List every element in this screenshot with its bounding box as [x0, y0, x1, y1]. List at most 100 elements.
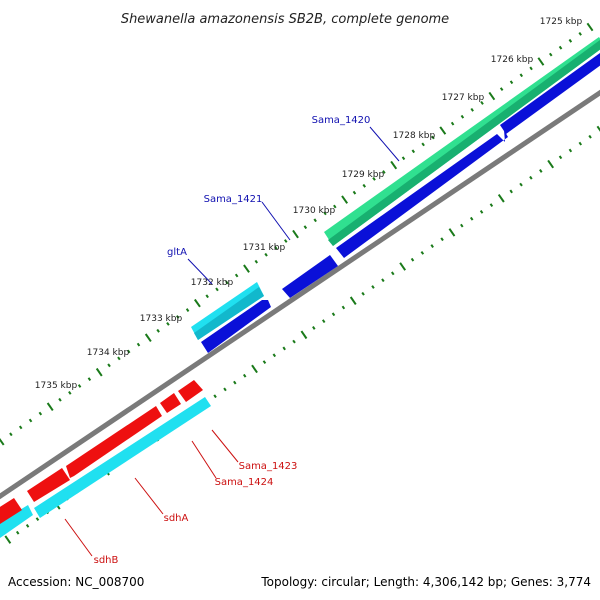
gene-label-sama-1420[interactable]: Sama_1420 [312, 115, 371, 126]
gene-feature-gltA-blue[interactable] [201, 300, 271, 353]
minor-tick [460, 114, 465, 119]
minor-tick [430, 244, 434, 248]
major-tick [497, 194, 505, 203]
minor-tick [254, 259, 259, 264]
major-tick [596, 125, 600, 132]
minor-tick [87, 377, 92, 381]
minor-tick [440, 237, 444, 242]
minor-tick [38, 411, 43, 416]
minor-tick [185, 308, 190, 312]
gene-feature-sdhB[interactable] [27, 468, 70, 502]
minor-tick [117, 356, 121, 361]
minor-tick [371, 285, 375, 289]
minor-tick [401, 156, 406, 161]
minor-tick [489, 203, 494, 207]
gene-label-sama-1421[interactable]: Sama_1421 [204, 194, 263, 205]
gene-label-sama-1424[interactable]: Sama_1424 [215, 477, 274, 488]
minor-tick [107, 363, 111, 368]
minor-tick [372, 177, 376, 181]
gene-feature-gltA-shadow [194, 287, 264, 340]
minor-tick [213, 394, 217, 399]
major-tick [586, 22, 594, 32]
minor-tick [381, 278, 385, 283]
major-tick [4, 535, 12, 544]
minor-tick [480, 101, 484, 105]
minor-tick [362, 183, 367, 188]
minor-tick [323, 211, 327, 216]
scale-label: 1733 kbp [140, 314, 183, 324]
minor-tick [136, 342, 141, 347]
minor-tick [283, 239, 288, 243]
gene-feature-sdhA-red[interactable] [66, 406, 162, 478]
major-tick [547, 159, 555, 169]
minor-tick [470, 107, 474, 112]
accession-text: Accession: NC_008700 [8, 575, 144, 589]
gene-label-sdhA[interactable]: sdhA [164, 513, 189, 524]
minor-tick [469, 216, 474, 221]
minor-tick [215, 287, 219, 292]
gene-feature-sdhA[interactable] [34, 397, 211, 518]
gene-label-gltA[interactable]: gltA [167, 247, 187, 258]
major-tick [95, 367, 103, 377]
minor-tick [450, 121, 455, 126]
minor-tick [234, 273, 239, 278]
minor-tick [225, 280, 229, 285]
leader-line [134, 477, 164, 515]
major-tick [144, 333, 152, 342]
minor-tick [410, 257, 415, 262]
minor-tick [262, 360, 267, 364]
major-tick [439, 126, 447, 135]
minor-tick [264, 252, 268, 257]
leader-line [369, 126, 400, 162]
minor-tick [156, 328, 160, 333]
minor-tick [529, 175, 533, 180]
minor-tick [58, 397, 62, 402]
outer-scale-ticks [0, 22, 594, 446]
leader-line [261, 201, 291, 241]
major-tick [341, 195, 349, 204]
minor-tick [77, 384, 82, 388]
gene-feature-left-red[interactable] [0, 498, 22, 524]
major-tick [243, 264, 250, 273]
minor-tick [175, 315, 180, 319]
gene-feature-sama-1424[interactable] [160, 393, 181, 413]
major-tick [292, 229, 299, 239]
gene-label-sdhB[interactable]: sdhB [94, 555, 119, 566]
gene-feature-blue-mid[interactable] [282, 255, 338, 298]
major-tick [448, 228, 456, 237]
minor-tick [272, 353, 277, 358]
leader-line [191, 440, 217, 479]
gene-feature-sama-1423[interactable] [178, 380, 203, 402]
minor-tick [382, 170, 386, 174]
gene-feature-sdhB-cyan[interactable] [0, 505, 33, 538]
minor-tick [321, 319, 326, 324]
gene-label-sama-1423[interactable]: Sama_1423 [239, 461, 298, 472]
map-title: Shewanella amazonensis SB2B, complete ge… [121, 12, 449, 27]
gene-feature-sama-1420-blue[interactable] [500, 53, 600, 134]
gene-feature-sama-1420-shadow [328, 40, 600, 246]
minor-tick [420, 251, 425, 255]
minor-tick [9, 432, 13, 437]
minor-tick [28, 418, 33, 423]
scale-label: 1727 kbp [442, 93, 485, 103]
minor-tick [361, 291, 365, 296]
minor-tick [568, 38, 573, 43]
gene-feature-sama-1421[interactable] [336, 130, 508, 258]
minor-tick [352, 190, 357, 195]
scale-label: 1731 kbp [243, 243, 286, 253]
major-tick [349, 296, 357, 305]
minor-tick [312, 326, 316, 330]
minor-tick [303, 225, 308, 230]
minor-tick [568, 148, 573, 153]
scale-labels: 1725 kbp 1726 kbp 1727 kbp 1728 kbp 1729… [35, 17, 583, 391]
minor-tick [333, 204, 337, 209]
genome-backbone [0, 89, 600, 500]
major-tick [399, 262, 407, 271]
forward-strand-features [191, 37, 600, 353]
minor-tick [558, 45, 563, 50]
major-tick [46, 402, 54, 411]
scale-label: 1730 kbp [293, 206, 336, 216]
minor-tick [341, 305, 346, 310]
reverse-strand-features [0, 380, 211, 538]
